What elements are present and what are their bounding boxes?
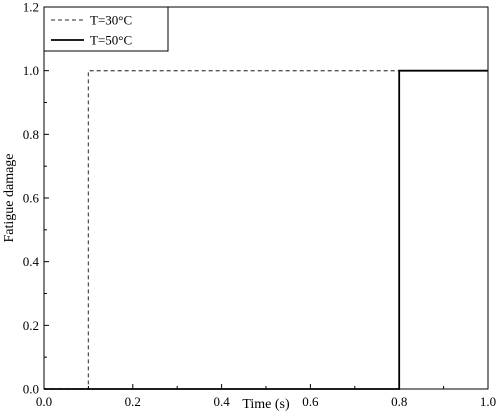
series-layer <box>44 69 488 390</box>
y-axis: 0.0 0.2 0.4 0.6 0.8 1.0 1.2 <box>23 0 49 397</box>
x-tick-label: 0.4 <box>213 394 230 409</box>
legend-label-t50: T=50°C <box>90 33 132 48</box>
x-axis: 0.0 0.2 0.4 0.6 0.8 1.0 <box>36 384 496 409</box>
x-tick-label: 0.6 <box>302 394 319 409</box>
series-line-t30 <box>44 70 488 390</box>
legend-box <box>43 6 169 52</box>
x-axis-title: Time (s) <box>242 397 290 412</box>
y-tick-label: 0.2 <box>23 318 39 333</box>
y-tick-label: 0.0 <box>23 382 39 397</box>
y-axis-title: Fatigue damage <box>2 153 17 242</box>
legend-label-t30: T=30°C <box>90 13 132 28</box>
y-tick-label: 0.8 <box>23 127 39 142</box>
y-tick-label: 0.4 <box>23 254 40 269</box>
x-tick-label: 1.0 <box>480 394 496 409</box>
x-tick-label: 0.8 <box>391 394 407 409</box>
y-tick-label: 1.2 <box>23 0 39 15</box>
y-tick-label: 1.0 <box>23 63 39 78</box>
y-tick-label: 0.6 <box>23 191 40 206</box>
x-tick-label: 0.2 <box>125 394 141 409</box>
series-line-t50 <box>44 69 488 390</box>
plot-frame <box>43 6 489 390</box>
legend: T=30°C T=50°C <box>43 6 169 52</box>
x-tick-label: 0.0 <box>36 394 52 409</box>
